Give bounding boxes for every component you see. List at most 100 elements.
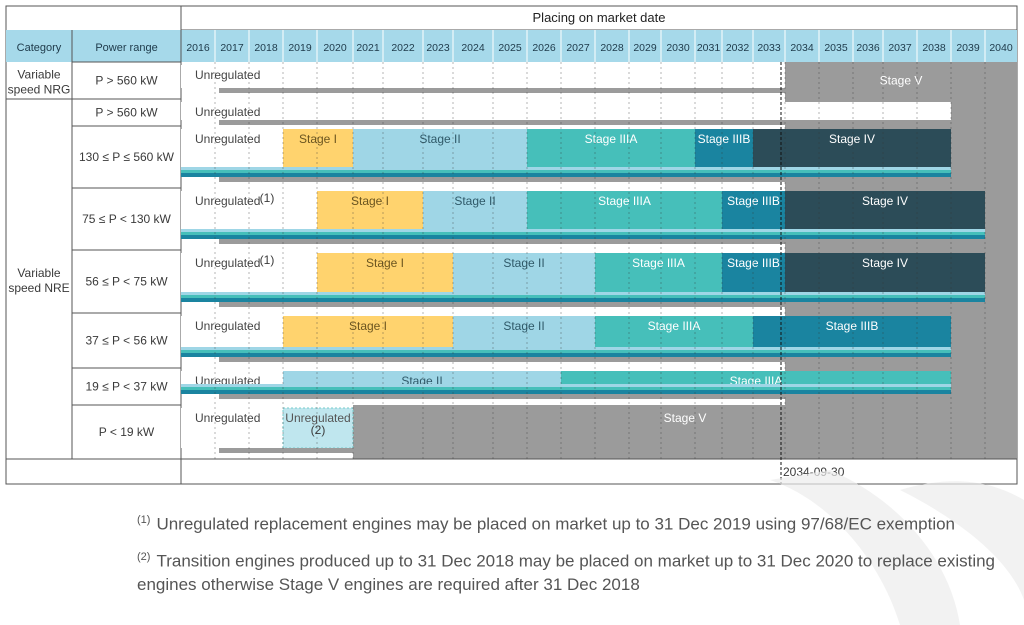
stage-label: Stage IIIB bbox=[727, 256, 780, 270]
stage-label: Unregulated bbox=[285, 411, 350, 425]
stage-label: Stage V bbox=[880, 74, 923, 88]
footnote-1: (1) Unregulated replacement engines may b… bbox=[137, 508, 1017, 537]
year-tick-label: 2019 bbox=[288, 42, 312, 54]
footnote-2-text: Transition engines produced up to 31 Dec… bbox=[137, 551, 996, 595]
stage-label: Unregulated bbox=[195, 411, 260, 425]
year-tick-label: 2033 bbox=[757, 42, 781, 54]
stage-label: Stage IIIB bbox=[727, 194, 780, 208]
band-stripe bbox=[181, 292, 985, 295]
power-range-label: 56 ≤ P < 75 kW bbox=[85, 275, 168, 289]
unregulated-note-1: (1) bbox=[260, 191, 275, 205]
year-tick-label: 2023 bbox=[426, 42, 450, 54]
category-label-line1: Variable bbox=[17, 266, 60, 280]
footnote-1-mark: (1) bbox=[137, 514, 151, 526]
stage-label: Stage I bbox=[299, 132, 337, 146]
band-stripe bbox=[181, 387, 951, 390]
gray-base-bar bbox=[219, 120, 785, 125]
header-row bbox=[6, 30, 1017, 62]
year-tick-label: 2016 bbox=[186, 42, 210, 54]
gray-base-bar bbox=[219, 302, 785, 307]
band-stripe bbox=[181, 235, 985, 239]
year-tick-label: 2030 bbox=[666, 42, 690, 54]
deadline-label: 2034-09-30 bbox=[783, 465, 845, 479]
category-header: Category bbox=[17, 42, 62, 54]
power-range-label: P > 560 kW bbox=[95, 106, 158, 120]
stage-label: Stage IV bbox=[862, 194, 908, 208]
stage-label: Stage IIIA bbox=[598, 194, 651, 208]
year-tick-label: 2018 bbox=[254, 42, 278, 54]
year-tick-label: 2034 bbox=[790, 42, 814, 54]
band-stripe bbox=[181, 353, 951, 357]
year-tick-label: 2017 bbox=[220, 42, 244, 54]
stage-label: Unregulated bbox=[195, 132, 260, 146]
footnote-1-text: Unregulated replacement engines may be p… bbox=[156, 514, 956, 534]
stage-label: Unregulated bbox=[195, 105, 260, 119]
year-tick-label: 2039 bbox=[956, 42, 980, 54]
year-tick-label: 2037 bbox=[888, 42, 912, 54]
year-tick-label: 2025 bbox=[498, 42, 522, 54]
gray-base-bar bbox=[219, 357, 785, 362]
gray-base-bar bbox=[219, 448, 785, 453]
stage-label: Stage IIIA bbox=[648, 319, 701, 333]
stage-label: Stage IIIA bbox=[632, 256, 685, 270]
chart-title: Placing on market date bbox=[533, 10, 666, 25]
stage-label: Unregulated bbox=[195, 68, 260, 82]
power-range-label: 130 ≤ P ≤ 560 kW bbox=[79, 150, 175, 164]
gray-base-bar bbox=[219, 177, 785, 182]
band-stripe bbox=[181, 390, 951, 394]
stage-label: Stage IIIA bbox=[585, 132, 638, 146]
unregulated-note-1: (1) bbox=[260, 253, 275, 267]
category-label-line1: Variable bbox=[17, 68, 60, 82]
stage-segment bbox=[181, 408, 283, 448]
footnote-2: (2) Transition engines produced up to 31 … bbox=[137, 545, 1017, 598]
stage-label: Unregulated bbox=[195, 194, 260, 208]
transition-note: (2) bbox=[311, 423, 326, 437]
stage-segment bbox=[282, 407, 354, 449]
stage-label: Stage I bbox=[349, 319, 387, 333]
power-range-label: 19 ≤ P < 37 kW bbox=[85, 380, 168, 394]
year-tick-label: 2022 bbox=[391, 42, 415, 54]
stage-label: Stage IV bbox=[862, 256, 908, 270]
stage-label: Stage V bbox=[664, 411, 707, 425]
year-tick-label: 2036 bbox=[856, 42, 880, 54]
power-range-label: P > 560 kW bbox=[95, 74, 158, 88]
stage-label: Stage II bbox=[503, 256, 544, 270]
band-stripe bbox=[181, 384, 951, 387]
year-tick-label: 2027 bbox=[566, 42, 590, 54]
year-tick-label: 2040 bbox=[989, 42, 1013, 54]
stage-label: Stage II bbox=[503, 319, 544, 333]
band-stripe bbox=[181, 173, 951, 177]
power-range-label: 37 ≤ P < 56 kW bbox=[85, 334, 168, 348]
category-label-line2: speed NRG bbox=[8, 83, 71, 97]
year-tick-label: 2021 bbox=[356, 42, 380, 54]
year-tick-label: 2038 bbox=[922, 42, 946, 54]
year-tick-label: 2026 bbox=[532, 42, 556, 54]
year-tick-label: 2028 bbox=[600, 42, 624, 54]
gray-base-bar bbox=[219, 394, 785, 399]
footnote-2-mark: (2) bbox=[137, 550, 151, 563]
year-tick-label: 2032 bbox=[726, 42, 750, 54]
band-stripe bbox=[181, 350, 951, 353]
band-stripe bbox=[181, 295, 985, 298]
stage-label: Stage IIIB bbox=[826, 319, 879, 333]
year-tick-label: 2029 bbox=[633, 42, 657, 54]
power-range-label: P < 19 kW bbox=[99, 425, 155, 439]
band-stripe bbox=[181, 232, 985, 235]
stage-label: Unregulated bbox=[195, 256, 260, 270]
year-tick-label: 2031 bbox=[697, 42, 721, 54]
stage-label: Unregulated bbox=[195, 319, 260, 333]
stage-label: Stage I bbox=[366, 256, 404, 270]
band-stripe bbox=[181, 170, 951, 173]
band-stripe bbox=[181, 167, 951, 170]
category-label-line2: speed NRE bbox=[8, 281, 69, 295]
stage-v-block bbox=[785, 62, 1017, 99]
stage-segment bbox=[181, 65, 785, 88]
stage-label: Stage IV bbox=[829, 132, 875, 146]
year-tick-label: 2024 bbox=[461, 42, 485, 54]
stage-label: Stage I bbox=[351, 194, 389, 208]
footnotes: (1) Unregulated replacement engines may b… bbox=[137, 508, 1017, 605]
year-tick-label: 2020 bbox=[323, 42, 347, 54]
band-stripe bbox=[181, 347, 951, 350]
power-range-header: Power range bbox=[95, 42, 157, 54]
